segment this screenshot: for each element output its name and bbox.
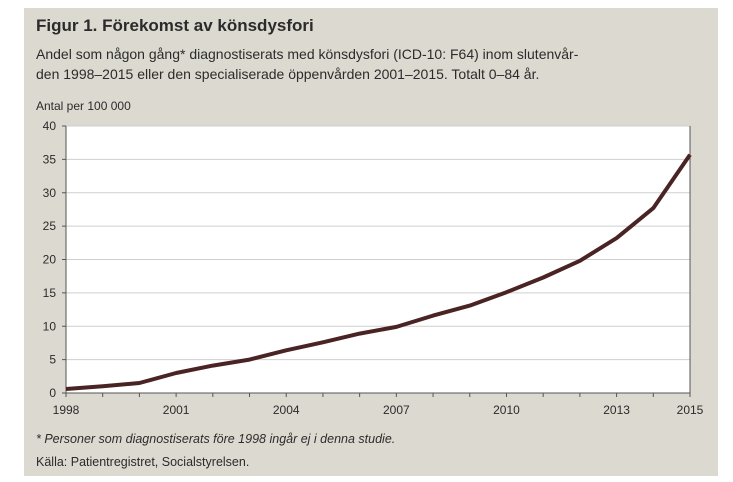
y-tick-label: 15: [43, 286, 57, 300]
source-note: Källa: Patientregistret, Socialstyrelsen…: [36, 455, 250, 469]
subtitle-line-1: Andel som någon gång* diagnostiserats me…: [36, 46, 579, 62]
y-tick-label: 10: [43, 319, 57, 333]
y-tick-labels: 0 5 10 15 20 25 30 35 40: [43, 119, 57, 400]
x-tick-label: 2010: [493, 403, 520, 417]
line-chart: Antal per 100 000 0 5 10 15 20 25 30 35 40 1998 2…: [36, 99, 704, 417]
x-tick-label: 2004: [273, 403, 300, 417]
figure-panel: Figur 1. Förekomst av könsdysfori Andel …: [24, 8, 718, 476]
y-tick-label: 0: [49, 386, 56, 400]
subtitle-line-2: den 1998–2015 eller den specialiserade ö…: [36, 66, 540, 82]
y-tick-label: 30: [43, 186, 57, 200]
x-tick-label: 2015: [677, 403, 704, 417]
x-tick-label: 1998: [53, 403, 80, 417]
axes: [62, 125, 691, 397]
footnote: * Personer som diagnostiserats före 1998…: [36, 432, 396, 446]
y-axis-label: Antal per 100 000: [36, 99, 131, 113]
y-tick-label: 20: [43, 253, 57, 267]
figure-subtitle: Andel som någon gång* diagnostiserats me…: [36, 44, 706, 84]
figure-title: Figur 1. Förekomst av könsdysfori: [36, 16, 314, 35]
x-tick-label: 2007: [383, 403, 410, 417]
x-tick-label: 2013: [603, 403, 630, 417]
x-tick-labels: 1998 2001 2004 2007 2010 2013 2015: [53, 403, 704, 417]
x-tick-label: 2001: [163, 403, 190, 417]
series-line: [65, 153, 692, 391]
gridlines: [66, 125, 690, 361]
y-tick-label: 35: [43, 152, 57, 166]
y-tick-label: 25: [43, 219, 57, 233]
y-tick-label: 40: [43, 119, 57, 133]
y-tick-label: 5: [49, 353, 56, 367]
